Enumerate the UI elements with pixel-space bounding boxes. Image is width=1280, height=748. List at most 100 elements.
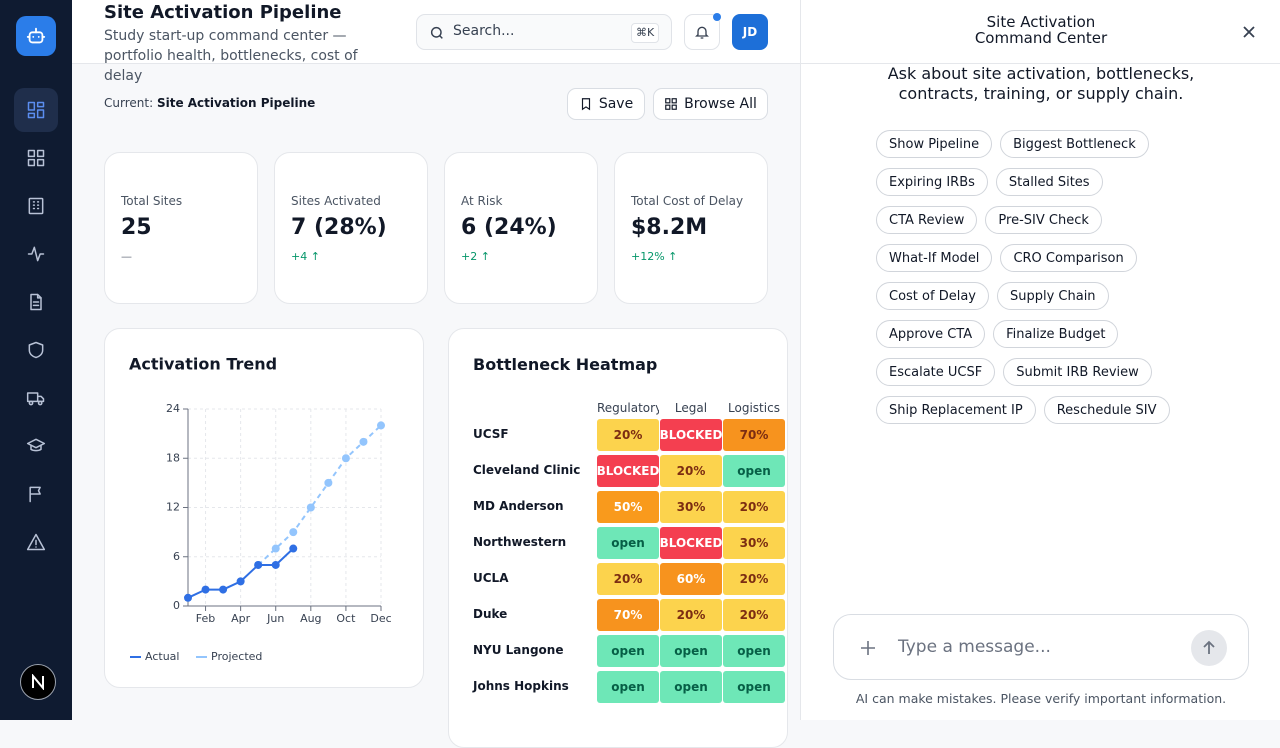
suggestion-chip[interactable]: CRO Comparison <box>1000 244 1137 272</box>
nav-icon <box>30 293 42 311</box>
nav-grid[interactable] <box>14 136 58 180</box>
y-tick-label: 18 <box>166 451 180 464</box>
x-tick-label: Dec <box>370 612 391 625</box>
workspace-icon <box>32 674 44 690</box>
heatmap-cell: 20% <box>597 563 659 595</box>
nav-icon <box>29 486 41 503</box>
nav-icon <box>28 197 44 215</box>
x-tick-label: Apr <box>231 612 251 625</box>
main-header: Site Activation Pipeline Study start-up … <box>72 0 800 84</box>
heatmap-cell: 70% <box>723 419 785 451</box>
page-title: Site Activation Pipeline <box>104 2 342 23</box>
notification-dot <box>713 13 721 21</box>
logo[interactable] <box>16 16 56 56</box>
send-icon <box>1203 640 1215 654</box>
suggestion-chip[interactable]: Approve CTA <box>876 320 986 348</box>
kpi-label: Sites Activated <box>291 194 381 208</box>
kpi-delta: — <box>121 250 132 263</box>
heatmap-cell: 60% <box>660 563 722 595</box>
suggestion-chip[interactable]: Ship Replacement IP <box>876 396 1036 424</box>
nav-icon <box>27 149 45 167</box>
suggestion-chip[interactable]: Submit IRB Review <box>1003 358 1152 386</box>
nav-alerts[interactable] <box>14 520 58 564</box>
suggestion-chip[interactable]: Stalled Sites <box>995 168 1103 196</box>
attach-button[interactable] <box>860 640 876 656</box>
x-tick-label: Jun <box>266 612 284 625</box>
heatmap-row-label: MD Anderson <box>473 499 564 513</box>
kpi-value: 25 <box>121 215 152 240</box>
current-label: Current: <box>104 96 154 110</box>
panel-intro: Ask about site activation, bottlenecks, … <box>887 64 1195 103</box>
save-button[interactable]: Save <box>567 88 645 120</box>
suggestion-chip[interactable]: Supply Chain <box>996 282 1109 310</box>
suggestion-chip[interactable]: Reschedule SIV <box>1043 396 1170 424</box>
heatmap-cell: open <box>597 635 659 667</box>
suggestion-chip[interactable]: Escalate UCSF <box>876 358 996 386</box>
data-point <box>324 478 333 487</box>
nav-dashboard[interactable] <box>14 88 58 132</box>
suggestion-chip[interactable]: Biggest Bottleneck <box>1000 130 1149 158</box>
nav-supply[interactable] <box>14 376 58 420</box>
heatmap-cell: open <box>723 635 785 667</box>
nav-compliance[interactable] <box>14 328 58 372</box>
heatmap-cell: 20% <box>723 599 785 631</box>
kpi-card: At Risk 6 (24%) +2 ↑ <box>444 152 598 304</box>
data-point <box>219 585 228 594</box>
workspace-badge[interactable] <box>20 664 56 700</box>
panel-header: Site Activation Command Center <box>801 0 1280 64</box>
heatmap-cell: 30% <box>660 491 722 523</box>
y-tick-label: 24 <box>166 402 180 415</box>
nav-activity[interactable] <box>14 232 58 276</box>
bookmark-icon <box>581 98 590 111</box>
heatmap-cell: BLOCKED <box>660 419 722 451</box>
search-box[interactable]: Search... ⌘K <box>416 14 672 50</box>
legend-label: Actual <box>145 650 179 663</box>
suggestion-chip[interactable]: Pre-SIV Check <box>985 206 1102 234</box>
kpi-value: $8.2M <box>631 215 708 240</box>
nav-sites[interactable] <box>14 184 58 228</box>
data-point <box>184 593 192 602</box>
y-tick-label: 6 <box>173 550 180 563</box>
message-input[interactable]: Type a message... <box>833 614 1249 680</box>
kpi-delta: +12% ↑ <box>631 250 678 263</box>
heatmap-cell: 70% <box>597 599 659 631</box>
suggestion-chip[interactable]: Finalize Budget <box>993 320 1119 348</box>
browse-button[interactable]: Browse All <box>653 88 768 120</box>
data-point <box>254 560 263 569</box>
data-point <box>341 454 350 463</box>
kpi-card: Total Cost of Delay $8.2M +12% ↑ <box>614 152 768 304</box>
x-tick-label: Oct <box>336 612 356 625</box>
data-point <box>289 528 298 537</box>
heatmap-cell: 20% <box>660 455 722 487</box>
grid-icon <box>665 98 677 110</box>
suggestion-chip[interactable]: CTA Review <box>876 206 978 234</box>
heatmap-cell: 20% <box>723 491 785 523</box>
nav-milestones[interactable] <box>14 472 58 516</box>
kpi-label: Total Cost of Delay <box>631 194 744 208</box>
close-button[interactable] <box>1241 24 1257 40</box>
kpi-value: 6 (24%) <box>461 215 557 240</box>
suggestion-chip[interactable]: What-If Model <box>876 244 993 272</box>
data-point <box>271 544 280 553</box>
page-subtitle: Study start-up command center — portfoli… <box>104 28 358 84</box>
search-icon <box>430 26 443 39</box>
data-point <box>306 503 315 512</box>
notifications-button[interactable] <box>684 13 721 50</box>
bell-icon <box>695 26 709 39</box>
send-button[interactable] <box>1191 630 1227 666</box>
browse-label: Browse All <box>684 96 757 112</box>
heatmap-cell: open <box>723 455 785 487</box>
suggestion-chip[interactable]: Cost of Delay <box>876 282 989 310</box>
nav-documents[interactable] <box>14 280 58 324</box>
x-tick-label: Feb <box>196 612 215 625</box>
avatar[interactable]: JD <box>732 14 768 50</box>
suggestion-chips: Show Pipeline Biggest Bottleneck Expiring … <box>876 130 1206 424</box>
data-point <box>289 544 298 553</box>
assistant-panel: Site Activation Command Center Ask about… <box>800 0 1280 720</box>
nav-icon <box>26 438 46 452</box>
nav-training[interactable] <box>14 424 58 468</box>
suggestion-chip[interactable]: Expiring IRBs <box>876 168 988 196</box>
suggestion-chip[interactable]: Show Pipeline <box>876 130 993 158</box>
panel-title: Site Activation Command Center <box>974 13 1108 47</box>
